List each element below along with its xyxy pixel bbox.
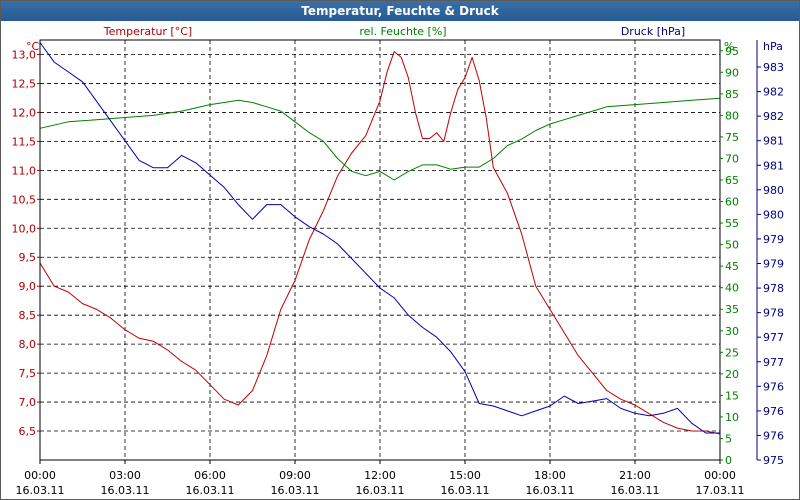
pressure-tick-label: 976	[763, 429, 784, 442]
pressure-tick-label: 976	[763, 380, 784, 393]
pressure-tick-label: 977	[763, 331, 784, 344]
pressure-tick-label: 979	[763, 233, 784, 246]
humidity-tick-label: 75	[725, 131, 739, 144]
temperature-tick-label: 7,5	[19, 367, 37, 380]
temperature-axis: 6,5 7,0 7,5 8,0 8,5 9,0 9,5 10,0 10,5 11,0 11,5 12,…	[12, 48, 40, 438]
humidity-tick-label: 40	[725, 282, 739, 295]
time-tick-label: 15:00	[449, 469, 481, 482]
pressure-tick-label: 981	[763, 135, 784, 148]
pressure-tick-label: 980	[763, 184, 784, 197]
time-tick-label: 18:00	[534, 469, 566, 482]
pressure-axis-label: Druck [hPa]	[621, 25, 685, 38]
humidity-tick-label: 5	[725, 432, 732, 445]
humidity-tick-label: 50	[725, 239, 739, 252]
series-line-pressure	[39, 42, 720, 434]
pressure-tick-label: 982	[763, 86, 784, 99]
humidity-tick-label: 0	[725, 454, 732, 467]
humidity-tick-label: 85	[725, 88, 739, 101]
temperature-tick-label: 9,0	[19, 280, 37, 293]
pressure-tick-label: 978	[763, 307, 784, 320]
date-tick-label: 16.03.11	[101, 484, 150, 497]
temperature-tick-label: 13,0	[12, 48, 37, 61]
temperature-tick-label: 11,0	[12, 164, 37, 177]
humidity-tick-label: 30	[725, 325, 739, 338]
pressure-tick-label: 979	[763, 258, 784, 271]
temperature-tick-label: 12,5	[12, 77, 37, 90]
pressure-unit: hPa	[763, 40, 783, 53]
humidity-tick-label: 90	[725, 66, 739, 79]
humidity-tick-label: 65	[725, 174, 739, 187]
time-tick-label: 12:00	[364, 469, 396, 482]
temperature-tick-label: 9,5	[19, 251, 37, 264]
humidity-tick-label: 80	[725, 109, 739, 122]
series-line-temperature	[39, 51, 721, 435]
time-tick-label: 00:00	[704, 469, 736, 482]
humidity-tick-label: 35	[725, 303, 739, 316]
time-tick-label: 06:00	[194, 469, 226, 482]
humidity-tick-label: 15	[725, 389, 739, 402]
temperature-tick-label: 7,0	[19, 396, 37, 409]
temperature-unit: °C	[26, 40, 40, 53]
humidity-tick-label: 55	[725, 217, 739, 230]
pressure-tick-label: 978	[763, 282, 784, 295]
date-tick-label: 16.03.11	[271, 484, 320, 497]
humidity-tick-label: 95	[725, 45, 739, 58]
humidity-tick-label: 60	[725, 196, 739, 209]
pressure-tick-label: 982	[763, 110, 784, 123]
time-tick-label: 03:00	[109, 469, 141, 482]
time-tick-label: 00:00	[24, 469, 56, 482]
pressure-tick-label: 976	[763, 405, 784, 418]
time-axis: 00:00 16.03.11 03:00 16.03.11 06:00 16.03.11 0…	[16, 460, 745, 497]
humidity-axis: 0 5 10 15 20 25 30 35 40 45 50 55 60 65 70 75 80 85 90 95	[720, 45, 739, 467]
grid	[40, 40, 720, 460]
time-tick-label: 21:00	[619, 469, 651, 482]
series-line-humidity	[39, 97, 721, 181]
date-tick-label: 16.03.11	[186, 484, 235, 497]
temperature-tick-label: 10,5	[12, 193, 37, 206]
pressure-tick-label: 980	[763, 208, 784, 221]
date-tick-label: 16.03.11	[441, 484, 490, 497]
humidity-tick-label: 70	[725, 152, 739, 165]
temperature-tick-label: 8,5	[19, 309, 37, 322]
temperature-tick-label: 10,0	[12, 222, 37, 235]
pressure-tick-label: 977	[763, 356, 784, 369]
date-tick-label: 16.03.11	[611, 484, 660, 497]
temperature-tick-label: 12,0	[12, 106, 37, 119]
humidity-tick-label: 45	[725, 260, 739, 273]
chart-title: Temperatur, Feuchte & Druck	[1, 1, 799, 21]
series-layer	[39, 42, 721, 435]
temperature-axis-label: Temperatur [°C]	[103, 25, 192, 38]
temperature-tick-label: 11,5	[12, 135, 37, 148]
humidity-tick-label: 25	[725, 346, 739, 359]
temperature-tick-label: 8,0	[19, 338, 37, 351]
date-tick-label: 16.03.11	[526, 484, 575, 497]
pressure-axis: 975 976 976 976 977 977 978 978 979 979 980 980 981 9…	[756, 40, 784, 467]
date-tick-label: 16.03.11	[356, 484, 405, 497]
date-tick-label: 16.03.11	[16, 484, 65, 497]
pressure-tick-label: 975	[763, 454, 784, 467]
temperature-tick-label: 6,5	[19, 425, 37, 438]
humidity-tick-label: 20	[725, 368, 739, 381]
humidity-tick-label: 10	[725, 411, 739, 424]
date-tick-label: 17.03.11	[696, 484, 745, 497]
axis-labels: Temperatur [°C] rel. Feuchte [%] Druck [hP…	[26, 25, 783, 53]
humidity-unit: %	[724, 40, 734, 53]
pressure-tick-label: 983	[763, 61, 784, 74]
time-tick-label: 09:00	[279, 469, 311, 482]
pressure-tick-label: 981	[763, 159, 784, 172]
humidity-axis-label: rel. Feuchte [%]	[359, 25, 446, 38]
